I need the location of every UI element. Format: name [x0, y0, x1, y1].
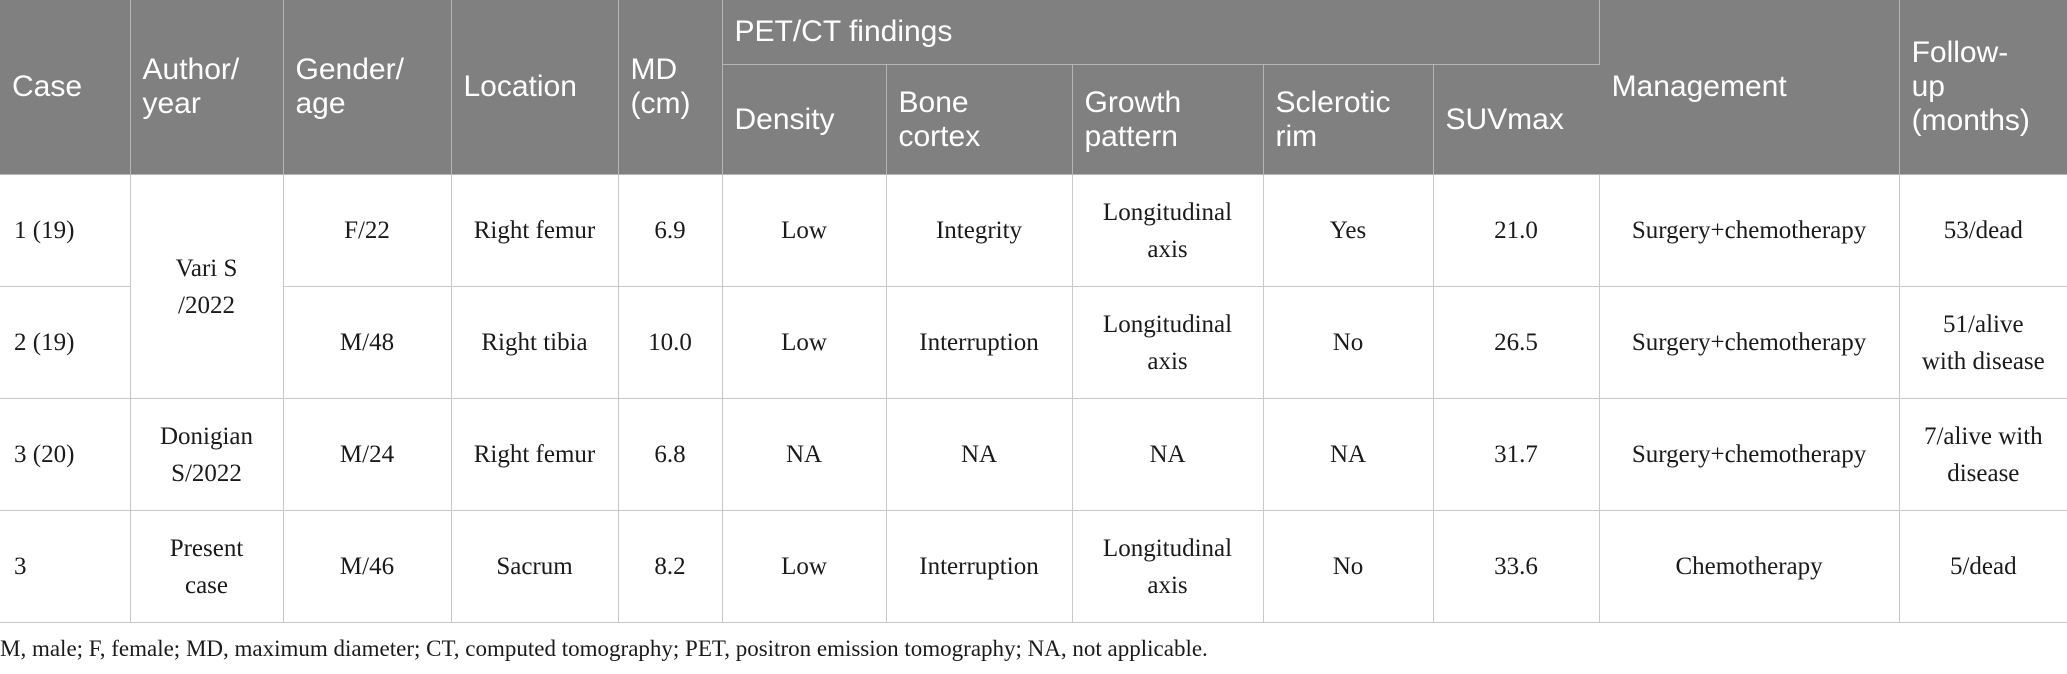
cell-growth-pattern: NA: [1071, 398, 1264, 511]
header-gender-age: Gender/ age: [283, 0, 452, 175]
header-density: Density: [722, 64, 887, 175]
cell-growth-pattern: Longitudinal axis: [1071, 174, 1264, 287]
cell-sclerotic-rim: No: [1262, 286, 1434, 399]
cell-case: 1 (19): [0, 174, 131, 287]
header-management: Management: [1599, 0, 1900, 175]
cell-management: Chemotherapy: [1598, 510, 1900, 623]
cell-follow-up: 53/dead: [1898, 174, 2067, 287]
cell-bone-cortex: Integrity: [885, 174, 1073, 287]
table-container: Case Author/ year Gender/ age Location M…: [0, 0, 2067, 623]
cell-location: Right femur: [450, 398, 619, 511]
cell-suvmax: 26.5: [1432, 286, 1600, 399]
cell-author: Donigian S/2022: [129, 398, 284, 511]
cell-gender-age: F/22: [282, 174, 452, 287]
cell-location: Right femur: [450, 174, 619, 287]
cell-management: Surgery+chemotherapy: [1598, 174, 1900, 287]
cell-growth-pattern: Longitudinal axis: [1071, 286, 1264, 399]
cell-suvmax: 33.6: [1432, 510, 1600, 623]
cell-density: Low: [721, 510, 887, 623]
cell-suvmax: 21.0: [1432, 174, 1600, 287]
header-location: Location: [451, 0, 619, 175]
cell-md: 6.9: [617, 174, 723, 287]
cell-bone-cortex: Interruption: [885, 286, 1073, 399]
header-suvmax: SUVmax: [1433, 64, 1600, 175]
cell-gender-age: M/46: [282, 510, 452, 623]
cell-management: Surgery+chemotherapy: [1598, 286, 1900, 399]
cell-follow-up: 51/alive with disease: [1898, 286, 2067, 399]
table-row: 3 Present case M/46 Sacrum 8.2 Low Inter…: [0, 510, 2067, 623]
cell-follow-up: 5/dead: [1898, 510, 2067, 623]
results-table: Case Author/ year Gender/ age Location M…: [0, 0, 2067, 623]
cell-growth-pattern: Longitudinal axis: [1071, 510, 1264, 623]
cell-bone-cortex: NA: [885, 398, 1073, 511]
cell-gender-age: M/24: [282, 398, 452, 511]
header-row-1: Case Author/ year Gender/ age Location M…: [0, 0, 2067, 175]
header-author-year: Author/ year: [130, 0, 284, 175]
table-row: 2 (19) M/48 Right tibia 10.0 Low Interru…: [0, 286, 2067, 399]
table-footnote: M, male; F, female; MD, maximum diameter…: [0, 636, 1208, 661]
header-sclerotic-rim: Sclerotic rim: [1263, 64, 1434, 175]
cell-location: Right tibia: [450, 286, 619, 399]
header-bone-cortex: Bone cortex: [886, 64, 1073, 175]
cell-author: Present case: [129, 510, 284, 623]
cell-md: 10.0: [617, 286, 723, 399]
table-row: 3 (20) Donigian S/2022 M/24 Right femur …: [0, 398, 2067, 511]
header-md: MD (cm): [618, 0, 723, 175]
cell-follow-up: 7/alive with disease: [1898, 398, 2067, 511]
header-row-2: Density Bone cortex Growth pattern Scler…: [0, 64, 2067, 175]
table-row: 1 (19) Vari S /2022 F/22 Right femur 6.9…: [0, 174, 2067, 399]
cell-sclerotic-rim: NA: [1262, 398, 1434, 511]
cell-case: 2 (19): [0, 286, 131, 399]
cell-case: 3: [0, 510, 131, 623]
header-follow-up: Follow- up (months): [1899, 0, 2067, 175]
cell-sclerotic-rim: No: [1262, 510, 1434, 623]
header-case: Case: [0, 0, 131, 175]
cell-author: Vari S /2022: [129, 174, 284, 399]
cell-density: Low: [721, 174, 887, 287]
cell-density: Low: [721, 286, 887, 399]
cell-suvmax: 31.7: [1432, 398, 1600, 511]
cell-case: 3 (20): [0, 398, 131, 511]
header-growth-pattern: Growth pattern: [1072, 64, 1264, 175]
cell-density: NA: [721, 398, 887, 511]
cell-management: Surgery+chemotherapy: [1598, 398, 1900, 511]
cell-bone-cortex: Interruption: [885, 510, 1073, 623]
cell-md: 8.2: [617, 510, 723, 623]
cell-location: Sacrum: [450, 510, 619, 623]
cell-md: 6.8: [617, 398, 723, 511]
cell-sclerotic-rim: Yes: [1262, 174, 1434, 287]
header-petct-findings: PET/CT findings: [722, 0, 1600, 65]
cell-gender-age: M/48: [282, 286, 452, 399]
